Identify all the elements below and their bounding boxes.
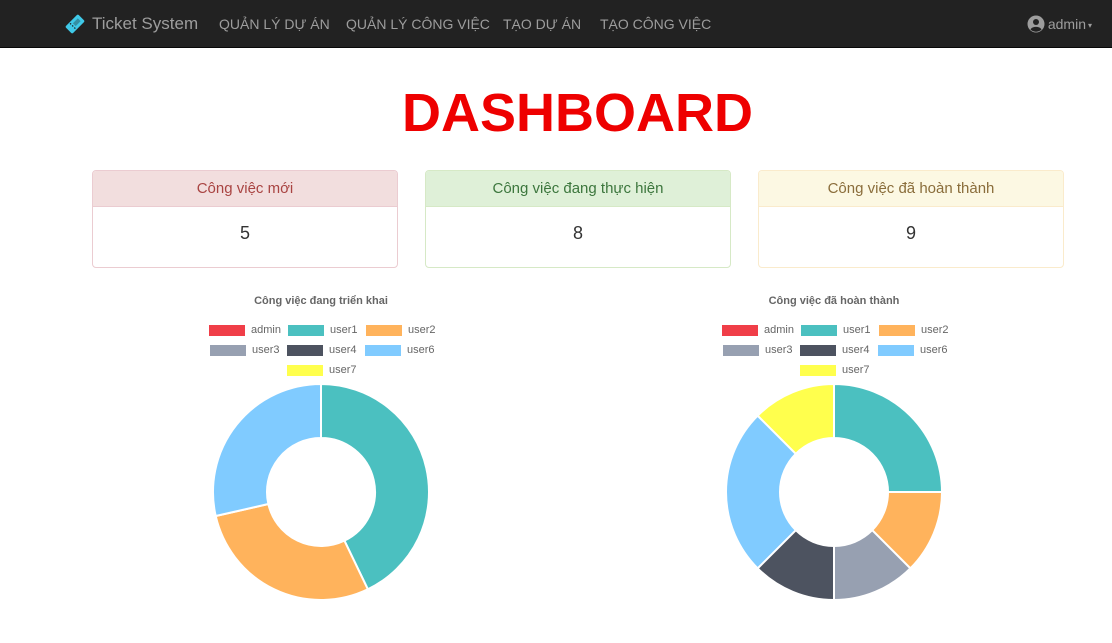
chart-title: Công việc đang triển khai: [254, 295, 388, 307]
card-label: Công việc mới: [93, 171, 397, 207]
nav-manage-tasks[interactable]: QUẢN LÝ CÔNG VIỆC: [346, 16, 490, 32]
chart-title: Công việc đã hoàn thành: [768, 295, 900, 307]
card-label: Công việc đã hoàn thành: [759, 171, 1063, 207]
chart-in-progress: Công việc đang triển khai admin user1 user…: [171, 288, 471, 618]
legend-item-user7[interactable]: user7: [287, 364, 357, 376]
card-completed-tasks: Công việc đã hoàn thành 9: [758, 170, 1064, 268]
legend-item-user1[interactable]: user1: [801, 324, 871, 336]
card-value: 9: [905, 223, 916, 243]
donut-slice-user1[interactable]: [320, 384, 429, 591]
legend-item-user6[interactable]: user6: [878, 344, 948, 356]
legend-item-user4[interactable]: user4: [800, 344, 870, 356]
legend-label: user3: [252, 344, 280, 356]
legend-swatch: [878, 344, 914, 356]
legend-item-user2[interactable]: user2: [366, 324, 436, 336]
legend-swatch: [365, 344, 401, 356]
legend-item-admin[interactable]: admin: [209, 324, 281, 336]
nav-create-task[interactable]: TẠO CÔNG VIỆC: [600, 16, 712, 32]
legend-swatch: [879, 324, 915, 336]
donut-slice-user6[interactable]: [213, 384, 322, 518]
legend-swatch: [287, 344, 323, 356]
legend-label: user6: [407, 344, 435, 356]
legend-swatch: [800, 344, 836, 356]
legend-item-user3[interactable]: user3: [723, 344, 793, 356]
legend-item-user6[interactable]: user6: [365, 344, 435, 356]
legend-swatch: [209, 324, 245, 336]
card-value: 8: [572, 223, 583, 243]
legend-label: user4: [329, 344, 357, 356]
legend-swatch: [366, 324, 402, 336]
user-name: admin: [1047, 16, 1086, 32]
donut-chart: [726, 384, 942, 600]
brand-link[interactable]: Ticket System: [64, 0, 198, 48]
legend-swatch: [723, 344, 759, 356]
page-title: DASHBOARD: [402, 83, 753, 143]
legend-label: user7: [842, 364, 870, 376]
chart-completed: Công việc đã hoàn thành admin user1 user2 u…: [684, 288, 984, 618]
nav-create-project[interactable]: TẠO DỰ ÁN: [503, 16, 582, 32]
legend-item-user2[interactable]: user2: [879, 324, 949, 336]
ticket-icon: [65, 14, 85, 34]
legend-label: admin: [251, 324, 281, 336]
donut-slice-user6[interactable]: [726, 414, 798, 570]
legend-swatch: [800, 364, 836, 376]
user-menu[interactable]: admin ▾: [1027, 0, 1092, 48]
donut-slice-user7[interactable]: [756, 384, 835, 456]
card-in-progress-tasks: Công việc đang thực hiện 8: [425, 170, 731, 268]
legend-swatch: [801, 324, 837, 336]
legend-item-user3[interactable]: user3: [210, 344, 280, 356]
legend-swatch: [288, 324, 324, 336]
legend-swatch: [287, 364, 323, 376]
card-new-tasks: Công việc mới 5: [92, 170, 398, 268]
brand-name: Ticket System: [92, 14, 199, 33]
donut-slice-user1[interactable]: [833, 384, 942, 493]
legend-item-user4[interactable]: user4: [287, 344, 357, 356]
card-value: 5: [239, 223, 250, 243]
user-circle-icon: [1027, 15, 1045, 33]
legend-item-user1[interactable]: user1: [288, 324, 358, 336]
legend-label: user7: [329, 364, 357, 376]
legend-label: user2: [921, 324, 949, 336]
legend-label: user1: [330, 324, 358, 336]
legend-item-user7[interactable]: user7: [800, 364, 870, 376]
legend-label: user1: [843, 324, 871, 336]
legend-label: user3: [765, 344, 793, 356]
legend-swatch: [210, 344, 246, 356]
donut-chart: [213, 384, 429, 600]
legend-swatch: [722, 324, 758, 336]
chevron-down-icon: ▾: [1087, 20, 1092, 30]
legend-label: user6: [920, 344, 948, 356]
donut-slice-user2[interactable]: [214, 502, 370, 600]
legend-item-admin[interactable]: admin: [722, 324, 794, 336]
card-label: Công việc đang thực hiện: [426, 171, 730, 207]
nav-manage-projects[interactable]: QUẢN LÝ DỰ ÁN: [219, 16, 330, 32]
top-navbar: Ticket System QUẢN LÝ DỰ ÁN QUẢN LÝ CÔNG…: [0, 0, 1112, 48]
legend-label: user2: [408, 324, 436, 336]
legend-label: admin: [764, 324, 794, 336]
legend-label: user4: [842, 344, 870, 356]
